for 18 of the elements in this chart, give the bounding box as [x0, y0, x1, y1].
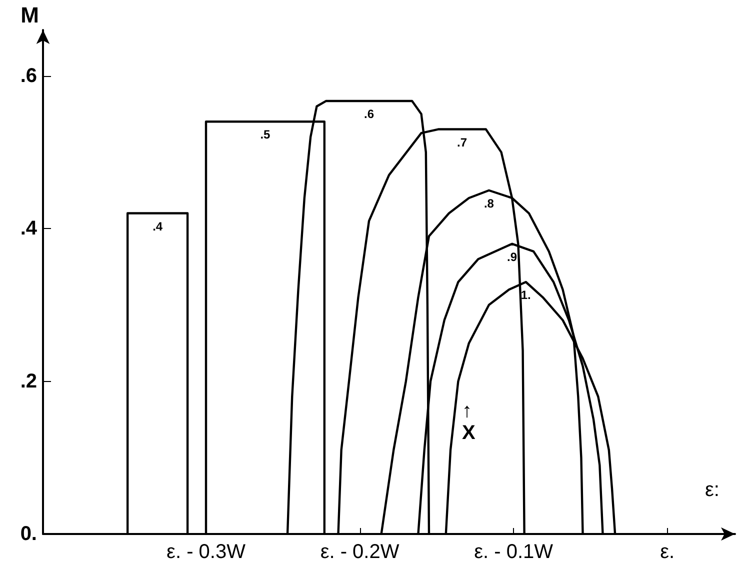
series-label: .7 [457, 135, 468, 150]
x-tick-label: ε. [660, 541, 675, 563]
annotation: ↑ X [462, 400, 476, 444]
y-tick-label: .6 [20, 64, 37, 87]
x-tick-label: ε. - 0.2W [320, 541, 400, 563]
series-label: .6 [364, 107, 374, 122]
series-label: .4 [152, 219, 163, 234]
series-label: 1. [520, 288, 531, 302]
series-label: .5 [260, 128, 271, 142]
series-label: .8 [484, 196, 494, 210]
x-axis-title: ε: [705, 479, 720, 501]
series-label: .9 [507, 250, 518, 264]
y-tick-label: .4 [20, 218, 38, 240]
y-axis-title: M [20, 2, 39, 28]
x-tick-label: ε. - 0.1W [474, 541, 554, 563]
y-tick-label: .2 [20, 370, 37, 392]
x-tick-label: ε. - 0.3W [166, 541, 246, 563]
y-tick-label: 0. [20, 523, 37, 545]
